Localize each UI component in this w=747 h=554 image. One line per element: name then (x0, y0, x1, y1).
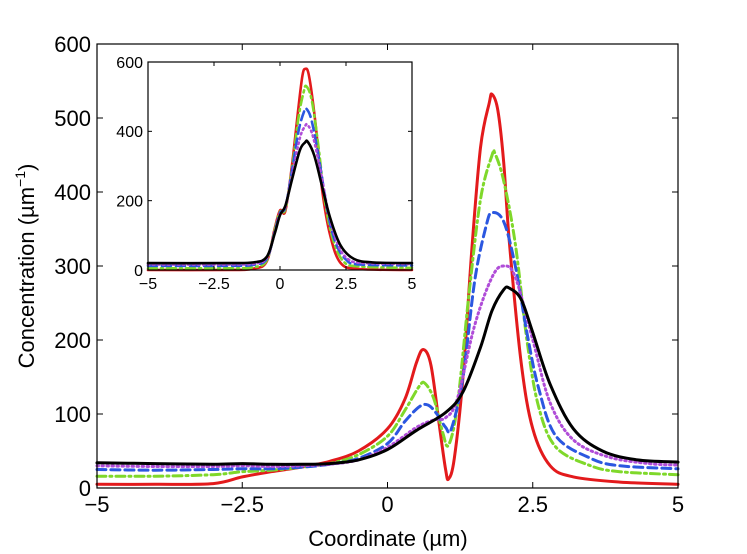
y-axis-title-text: Concentration (µm (14, 187, 39, 368)
main-y-tick-label: 200 (54, 328, 91, 353)
inset-ticks-group: −5 −2.5 0 2.5 5 0 200 400 600 (116, 55, 416, 293)
inset-y-tick-label: 400 (116, 124, 143, 141)
inset-x-tick-label: −2.5 (198, 276, 230, 293)
inset-background (148, 62, 412, 270)
inset-x-tick-label: −5 (139, 276, 157, 293)
main-series-purple-dotted-line (95, 264, 680, 469)
main-series-group (95, 92, 680, 486)
x-axis-title: Coordinate (µm) (308, 526, 467, 551)
y-axis-title-superscript: −1 (12, 171, 28, 187)
main-y-tick-label: 500 (54, 106, 91, 131)
main-series-blue-dashed-line (95, 211, 680, 472)
main-x-tick-label: 2.5 (517, 492, 548, 517)
main-y-tick-label: 100 (54, 402, 91, 427)
main-series-green-dash-dot-line (95, 148, 680, 478)
inset-series-group (146, 67, 414, 272)
inset-x-tick-label: 0 (276, 276, 285, 293)
main-x-tick-label: 0 (381, 492, 393, 517)
inset-plot: −5 −2.5 0 2.5 5 0 200 400 600 (116, 55, 416, 293)
main-x-tick-label: −2.5 (221, 492, 264, 517)
main-y-tick-label: 300 (54, 254, 91, 279)
inset-series-green-dash-dot-line (146, 84, 414, 270)
inset-y-tick-label: 0 (134, 263, 143, 280)
main-y-tick-label: 600 (54, 32, 91, 57)
main-y-tick-label: 0 (79, 476, 91, 501)
inset-x-tick-label: 2.5 (335, 276, 357, 293)
inset-x-tick-label: 5 (408, 276, 417, 293)
main-series-black-solid-line (95, 285, 680, 466)
main-x-tick-label: −5 (84, 492, 109, 517)
y-axis-title-suffix: ) (14, 164, 39, 171)
main-y-tick-label: 400 (54, 180, 91, 205)
y-axis-title: Concentration (µm−1) (12, 164, 39, 369)
inset-y-tick-label: 600 (116, 55, 143, 72)
main-x-tick-label: 5 (672, 492, 684, 517)
inset-series-black-solid-line (146, 139, 414, 265)
inset-y-tick-label: 200 (116, 193, 143, 210)
